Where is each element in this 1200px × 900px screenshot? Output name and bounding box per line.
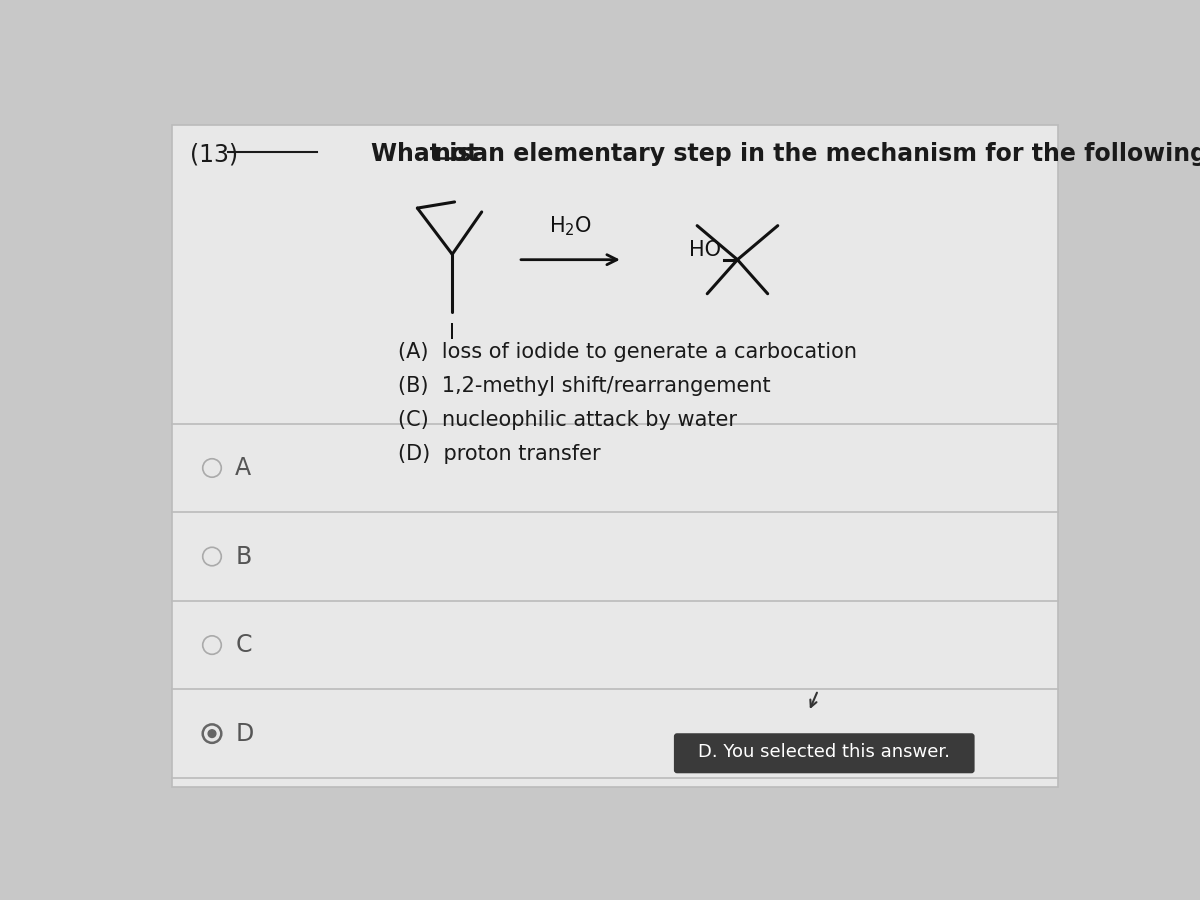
Text: (D)  proton transfer: (D) proton transfer	[398, 444, 601, 464]
Circle shape	[208, 730, 216, 737]
Text: (B)  1,2-methyl shift/rearrangement: (B) 1,2-methyl shift/rearrangement	[398, 376, 770, 396]
Text: (C)  nucleophilic attack by water: (C) nucleophilic attack by water	[398, 410, 737, 430]
Text: not: not	[434, 142, 479, 166]
Text: (13): (13)	[191, 142, 239, 166]
FancyBboxPatch shape	[674, 734, 974, 773]
Text: an elementary step in the mechanism for the following reaction?: an elementary step in the mechanism for …	[464, 142, 1200, 166]
Text: C: C	[235, 633, 252, 657]
Text: H$_2$O: H$_2$O	[548, 214, 592, 238]
Text: B: B	[235, 544, 252, 569]
Text: HO: HO	[689, 240, 721, 260]
Text: A: A	[235, 456, 251, 480]
Text: D. You selected this answer.: D. You selected this answer.	[698, 742, 950, 760]
Text: D: D	[235, 722, 253, 745]
Text: (A)  loss of iodide to generate a carbocation: (A) loss of iodide to generate a carboca…	[398, 342, 857, 362]
Text: I: I	[449, 323, 455, 343]
Text: What is: What is	[371, 142, 480, 166]
